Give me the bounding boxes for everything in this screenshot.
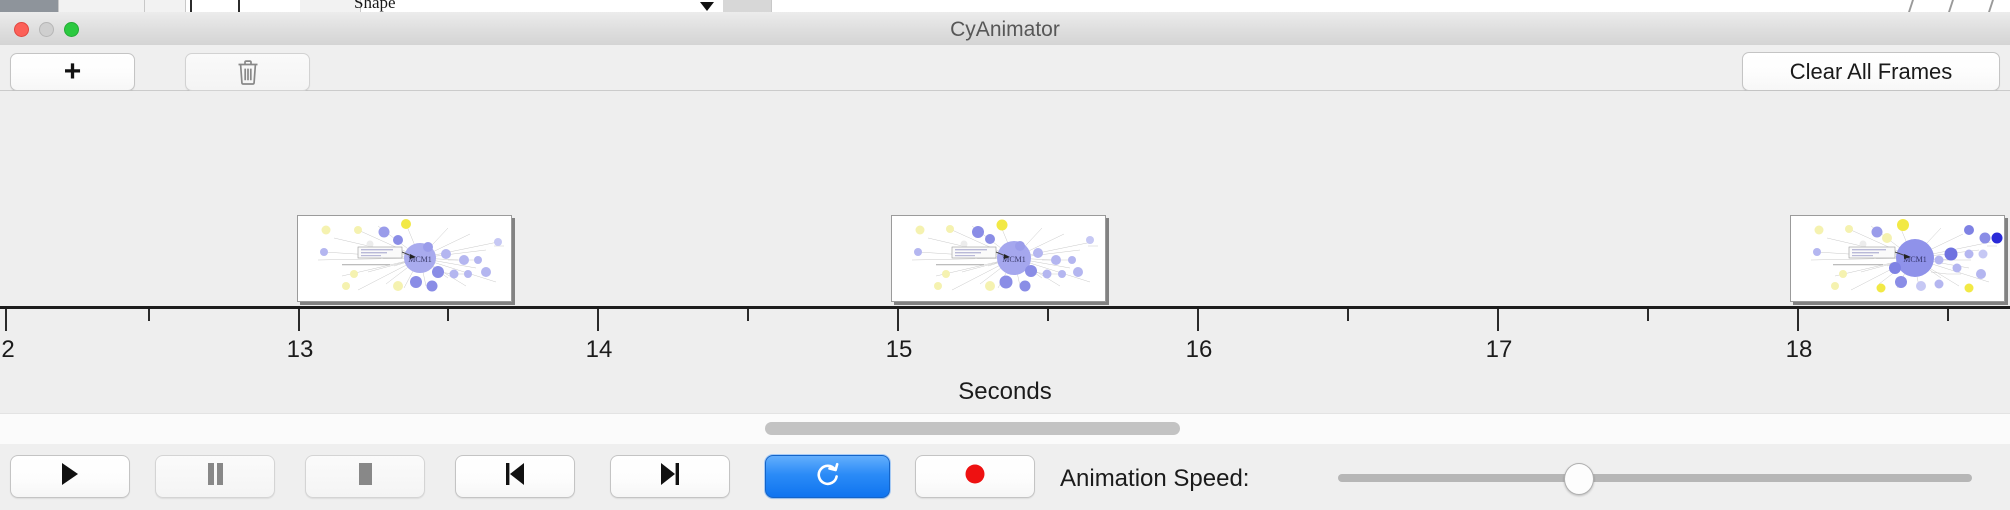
background-window-strip: Shape [0, 0, 2010, 13]
bg-tab-3 [145, 0, 186, 12]
tick-label-18: 18 [1785, 336, 1813, 363]
timeline-panel[interactable]: MCM1 [0, 91, 2010, 413]
bg-tick-1 [190, 0, 192, 12]
trash-icon [235, 58, 261, 86]
animation-speed-label: Animation Speed: [1060, 465, 1250, 492]
skip-forward-icon [659, 462, 681, 491]
tick-major-13 [298, 309, 300, 331]
tick-major-14 [597, 309, 599, 331]
axis-title-seconds: Seconds [958, 378, 1052, 405]
bg-slash-1 [1908, 0, 1914, 12]
plus-icon: + [63, 55, 82, 88]
page-title: CyAnimator [950, 18, 1060, 41]
record-button[interactable] [915, 455, 1035, 498]
tick-minor-3 [747, 309, 749, 321]
timeline-frame-2[interactable]: MCM1 [891, 215, 1106, 302]
svg-text:MCM1: MCM1 [1903, 255, 1927, 264]
scrollbar-thumb[interactable] [765, 422, 1180, 435]
bg-tab-1 [0, 0, 59, 12]
bg-slash-3 [1988, 0, 1994, 12]
minimize-traffic-light[interactable] [39, 22, 54, 37]
loop-button[interactable] [765, 455, 890, 498]
bg-wedge-icon [700, 2, 714, 11]
tick-label-17: 17 [1485, 336, 1513, 363]
add-frame-button[interactable]: + [10, 53, 135, 91]
tick-label-15: 15 [885, 336, 913, 363]
loop-icon [816, 461, 840, 492]
playback-controls: Animation Speed: [0, 444, 2010, 510]
delete-frame-button[interactable] [185, 53, 310, 91]
tick-minor-2 [447, 309, 449, 321]
tick-minor-7 [1947, 309, 1949, 321]
bg-slash-2 [1948, 0, 1954, 12]
network-thumbnail-2: MCM1 [892, 216, 1105, 301]
bg-tab-5 [723, 0, 772, 12]
timeline-ruler[interactable]: 2 13 14 15 16 17 18 Seconds [0, 306, 2010, 413]
timeline-frame-1[interactable]: MCM1 [297, 215, 512, 302]
network-thumbnail-1: MCM1 [298, 216, 511, 301]
pause-icon [205, 462, 225, 491]
step-forward-button[interactable] [610, 455, 730, 498]
skip-back-icon [504, 462, 526, 491]
timeline-scrollbar[interactable] [0, 413, 2010, 445]
svg-text:MCM1: MCM1 [408, 255, 432, 264]
close-traffic-light[interactable] [14, 22, 29, 37]
background-window-label: Shape [354, 0, 396, 12]
step-back-button[interactable] [455, 455, 575, 498]
title-bar[interactable]: CyAnimator [0, 12, 2010, 46]
network-thumbnail-3: MCM1 [1791, 216, 2004, 301]
play-button[interactable] [10, 455, 130, 498]
stop-button[interactable] [305, 455, 425, 498]
tick-minor-4 [1047, 309, 1049, 321]
traffic-lights [14, 22, 79, 37]
stop-icon [355, 462, 375, 491]
bg-tab-2 [59, 0, 145, 12]
frames-area: MCM1 [0, 91, 2010, 306]
tick-major-16 [1197, 309, 1199, 331]
tick-label-14: 14 [585, 336, 613, 363]
timeline-frame-3[interactable]: MCM1 [1790, 215, 2005, 302]
animation-speed-slider-knob[interactable] [1563, 463, 1594, 495]
tick-label-16: 16 [1185, 336, 1213, 363]
tick-minor-1 [148, 309, 150, 321]
tick-major-2 [5, 309, 7, 331]
svg-text:MCM1: MCM1 [1002, 255, 1026, 264]
tick-minor-5 [1347, 309, 1349, 321]
bg-tick-2 [238, 0, 240, 12]
bg-tab-4 [300, 0, 361, 12]
tick-major-17 [1497, 309, 1499, 331]
tick-label-2: 2 [1, 336, 15, 363]
tick-minor-6 [1647, 309, 1649, 321]
toolbar: + Clear All Frames [0, 45, 2010, 91]
tick-major-15 [897, 309, 899, 331]
record-icon [963, 462, 987, 491]
ruler-baseline [0, 306, 2010, 309]
tick-label-13: 13 [286, 336, 314, 363]
play-icon [60, 462, 80, 491]
clear-all-frames-button[interactable]: Clear All Frames [1742, 52, 2000, 91]
tick-major-18 [1797, 309, 1799, 331]
zoom-traffic-light[interactable] [64, 22, 79, 37]
animation-speed-slider[interactable] [1338, 463, 1972, 495]
pause-button[interactable] [155, 455, 275, 498]
